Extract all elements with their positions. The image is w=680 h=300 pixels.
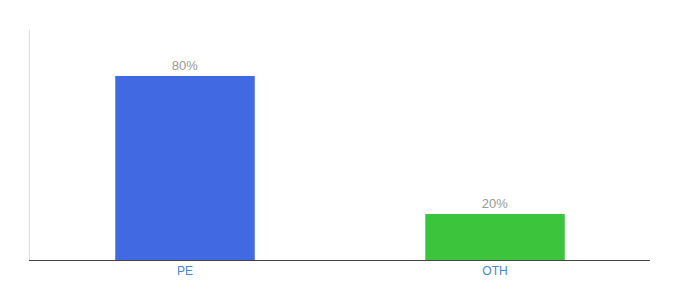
svg-text:OTH: OTH — [482, 264, 507, 278]
svg-text:80%: 80% — [172, 58, 198, 73]
svg-text:PE: PE — [177, 264, 193, 278]
svg-text:20%: 20% — [482, 196, 508, 211]
